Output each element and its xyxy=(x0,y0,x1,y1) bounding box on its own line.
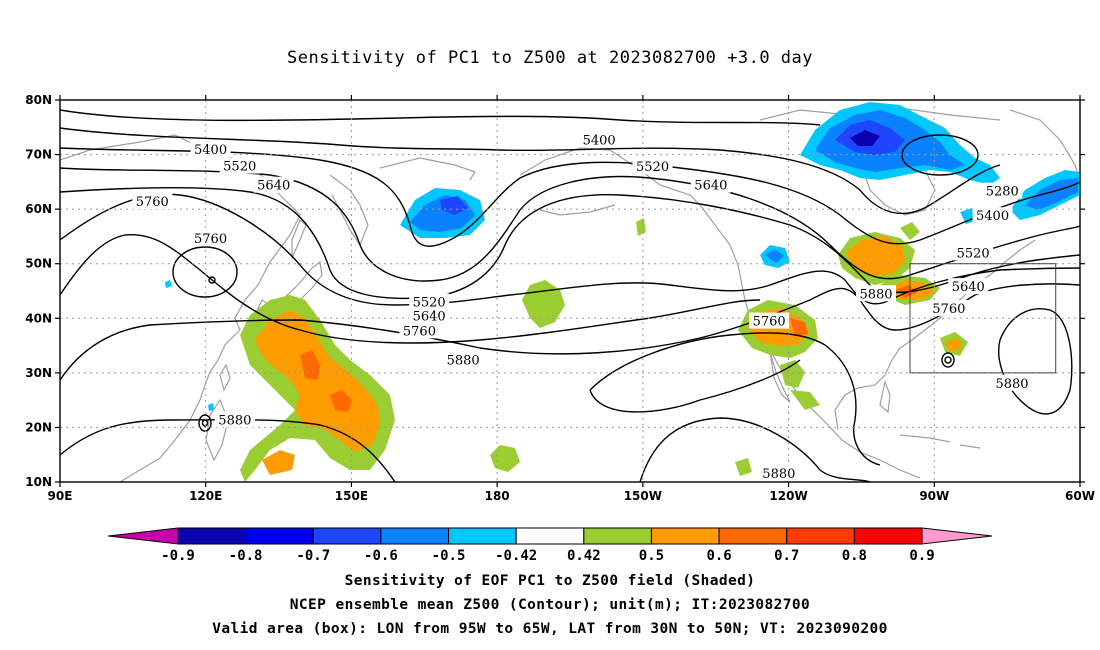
contour-label-bg xyxy=(399,322,440,339)
lat-tick-label: 70N xyxy=(25,148,52,162)
colorbar-segment xyxy=(312,527,382,545)
contour-label: 5640 xyxy=(694,179,727,194)
colorbar-segment xyxy=(718,527,788,545)
map-frame xyxy=(59,99,1081,483)
colorbar-under-arrow xyxy=(107,527,179,545)
contour-label: 5880 xyxy=(218,413,251,428)
lat-tick-label: 40N xyxy=(25,311,52,325)
colorbar-segment xyxy=(380,527,450,545)
colorbar-label: 0.42 xyxy=(567,548,601,564)
lon-tick-label: 150E xyxy=(335,489,368,503)
colorbar-segment xyxy=(650,527,720,545)
colorbar-label: -0.42 xyxy=(495,548,537,564)
colorbar-segment xyxy=(853,527,923,545)
colorbar-label: -0.9 xyxy=(161,548,195,564)
colorbar-segment xyxy=(177,527,247,545)
contour-label-bg xyxy=(953,244,994,261)
contour-label: 5760 xyxy=(403,324,436,339)
contour-label: 5400 xyxy=(583,133,616,148)
contour-label: 5400 xyxy=(194,143,227,158)
contour-label: 5640 xyxy=(952,280,985,295)
colorbar-label: -0.8 xyxy=(229,548,263,564)
colorbar-label: 0.8 xyxy=(842,548,867,564)
lon-tick-label: 120E xyxy=(189,489,222,503)
contour-label-bg xyxy=(982,182,1023,199)
contour-label: 5760 xyxy=(194,232,227,247)
contour-label: 5640 xyxy=(257,179,290,194)
map-axes: 90E 120E 150E 180 150W 120W 90W 60W 10N 20N 30N 40N… xyxy=(25,93,1095,503)
colorbar-label: 0.9 xyxy=(909,548,934,564)
coastlines xyxy=(60,107,1080,482)
contour-label-bg xyxy=(214,411,255,428)
lon-tick-label: 180 xyxy=(485,489,510,503)
contour-label-bg xyxy=(928,300,969,317)
colorbar-segment xyxy=(515,527,585,545)
contour-label: 5880 xyxy=(859,287,892,302)
contour-label-bg xyxy=(856,285,896,302)
contour-label-bg xyxy=(579,131,620,148)
caption-line-3: Valid area (box): LON from 95W to 65W, L… xyxy=(212,621,888,637)
colorbar-segment xyxy=(786,527,855,545)
colorbar: -0.9 -0.8 -0.7 -0.6 -0.5 -0.42 0.42 0.5 0.6 0.7 0.… xyxy=(107,527,993,564)
colorbar-segment xyxy=(448,527,517,545)
contour-label: 5760 xyxy=(932,302,965,317)
contour-label: 5520 xyxy=(223,160,256,175)
lon-tick-label: 120W xyxy=(769,489,807,503)
colorbar-segment xyxy=(245,527,314,545)
colorbar-label: -0.5 xyxy=(432,548,466,564)
caption-line-2: NCEP ensemble mean Z500 (Contour); unit(… xyxy=(289,597,811,613)
lat-tick-label: 10N xyxy=(25,475,52,489)
colorbar-over-arrow xyxy=(921,527,993,545)
contour-label-bg xyxy=(409,293,450,310)
lat-tick-label: 80N xyxy=(25,93,52,107)
contour-label-bg xyxy=(690,176,731,193)
contour-label-bg xyxy=(749,312,790,329)
colorbar-label: 0.5 xyxy=(639,548,664,564)
contour-label: 5520 xyxy=(636,160,669,175)
lon-tick-label: 90E xyxy=(48,489,73,503)
valid-area-box xyxy=(909,263,1057,374)
contour-label: 5520 xyxy=(957,246,990,261)
contour-label: 5280 xyxy=(986,185,1019,200)
contour-label: 5880 xyxy=(447,353,480,368)
contour-label-bg xyxy=(992,374,1032,391)
contour-label-bg xyxy=(190,141,231,158)
lat-tick-label: 50N xyxy=(25,257,52,271)
contour-label: 5760 xyxy=(136,195,169,210)
contour-label: 5880 xyxy=(995,377,1028,392)
lat-tick-label: 20N xyxy=(25,420,52,434)
contour-label-bg xyxy=(972,207,1013,224)
chart-title: Sensitivity of PC1 to Z500 at 2023082700… xyxy=(286,48,813,68)
contour-label-bg xyxy=(758,464,799,481)
contour-label-bg xyxy=(132,193,173,210)
caption-line-1: Sensitivity of EOF PC1 to Z500 field (Sh… xyxy=(344,573,756,589)
colorbar-label: -0.6 xyxy=(364,548,398,564)
contour-label-bg xyxy=(409,307,450,324)
contour-label-bg xyxy=(219,157,260,174)
contour-label-bg xyxy=(253,176,294,193)
contour-label: 5520 xyxy=(413,295,446,310)
contour-label-bg xyxy=(632,158,673,175)
contour-label-bg xyxy=(443,351,484,368)
contour-label: 5640 xyxy=(413,310,446,325)
contour-label: 5400 xyxy=(976,209,1009,224)
lon-tick-label: 60W xyxy=(1065,489,1095,503)
colorbar-label: 0.6 xyxy=(706,548,731,564)
lon-tick-label: 150W xyxy=(624,489,662,503)
contour-label-bg xyxy=(190,230,231,247)
lon-tick-label: 90W xyxy=(919,489,949,503)
colorbar-label: 0.7 xyxy=(774,548,799,564)
colorbar-segment xyxy=(583,527,652,545)
contour-label: 5880 xyxy=(762,467,795,482)
contour-label: 5760 xyxy=(753,315,786,330)
lat-tick-label: 60N xyxy=(25,202,52,216)
colorbar-label: -0.7 xyxy=(296,548,330,564)
contour-label-bg xyxy=(948,278,989,295)
lat-tick-label: 30N xyxy=(25,366,52,380)
contour-labels: 5400552056405760576054005520564055205640… xyxy=(132,131,1032,482)
